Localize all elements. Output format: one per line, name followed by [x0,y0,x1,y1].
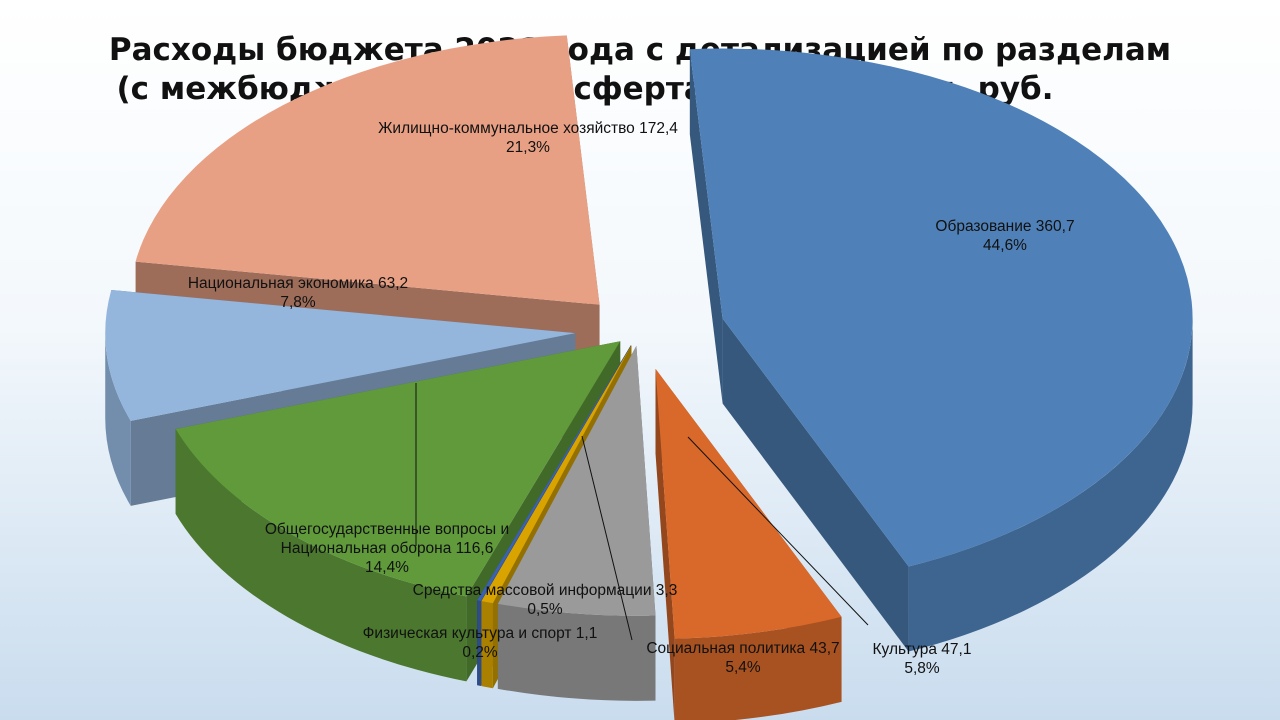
slice-kultura-wall-end [655,368,675,720]
leader-line-soc [581,435,633,641]
leader-line-kultura [687,436,869,626]
slice-obrazovanie-wall-start [689,49,723,404]
slice-sport-side-0 [477,600,481,686]
slice-obrazovanie [689,48,1193,652]
slice-name-zhkh: Жилищно-коммунальное хозяйство [378,120,635,137]
slice-name-line-obshch: Национальная оборона [281,540,452,557]
data-labels: Образование 360,7 44,6% Культура 47,1 5,8% С… [188,120,1075,677]
slice-name-smi: Средства массовой информации [413,582,652,599]
slice-value-zhkh: 172,4 [635,120,678,137]
slice-value-obrazovanie: 360,7 [1031,218,1074,235]
slice-kultura-top [655,368,842,639]
slice-percent-kultura: 5,8% [904,660,940,677]
slice-smi-top [481,345,632,604]
slice-obrazovanie-top [689,48,1193,567]
slice-smi-side-0 [481,601,493,689]
slice-value-smi: 3,3 [652,582,678,599]
slice-name-line-obshch: Общегосударственные вопросы и [265,521,509,538]
slice-name-soc: Социальная политика [646,640,805,657]
slice-soc [497,345,656,701]
slice-sport-top [477,345,631,601]
slice-nats-top [105,289,576,421]
slice-obrazovanie-side-0 [908,318,1193,652]
slice-percent-sport: 0,2% [462,644,498,661]
slice-name-sport: Физическая культура и спорт [363,625,572,642]
slice-name-nats: Национальная экономика [188,275,374,292]
data-label-sport: Физическая культура и спорт 1,1 0,2% [363,625,598,661]
data-label-nats: Национальная экономика 63,2 7,8% [188,275,408,311]
slice-nats-side-0 [105,333,131,506]
slice-name-obrazovanie: Образование [935,218,1031,235]
slice-value-obshch: 116,6 [451,540,493,557]
chart-title: Расходы бюджета 2021 года с детализацией… [109,32,1171,68]
pie-slices [105,35,1193,720]
slice-soc-side-0 [497,603,656,701]
slice-percent-smi: 0,5% [527,601,563,618]
data-label-soc: Социальная политика 43,7 5,4% [646,640,839,676]
slice-name-kultura: Культура [873,641,938,658]
slice-obshch-side-0 [175,428,467,682]
slice-percent-zhkh: 21,3% [506,139,550,156]
data-label-obrazovanie: Образование 360,7 44,6% [935,218,1074,254]
data-label-obshch: Общегосударственные вопросы и Национальна… [265,521,509,576]
data-label-smi: Средства массовой информации 3,3 0,5% [413,582,678,618]
slice-obrazovanie-wall-end [722,318,909,652]
slice-value-soc: 43,7 [805,640,839,657]
data-label-kultura: Культура 47,1 5,8% [873,641,972,677]
slice-zhkh-top [135,35,600,305]
slice-soc-top [497,345,656,616]
slice-kultura-side-0 [674,616,842,720]
slice-value-nats: 63,2 [374,275,408,292]
leader-lines [415,383,869,641]
slice-obshch-top [175,341,621,597]
data-label-zhkh: Жилищно-коммунальное хозяйство 172,4 21,3… [378,120,678,156]
slice-value-kultura: 47,1 [937,641,971,658]
slice-value-sport: 1,1 [572,625,598,642]
slice-percent-soc: 5,4% [725,659,761,676]
slice-percent-nats: 7,8% [280,294,316,311]
slice-percent-obrazovanie: 44,6% [983,237,1027,254]
slice-percent-obshch: 14,4% [365,559,409,576]
